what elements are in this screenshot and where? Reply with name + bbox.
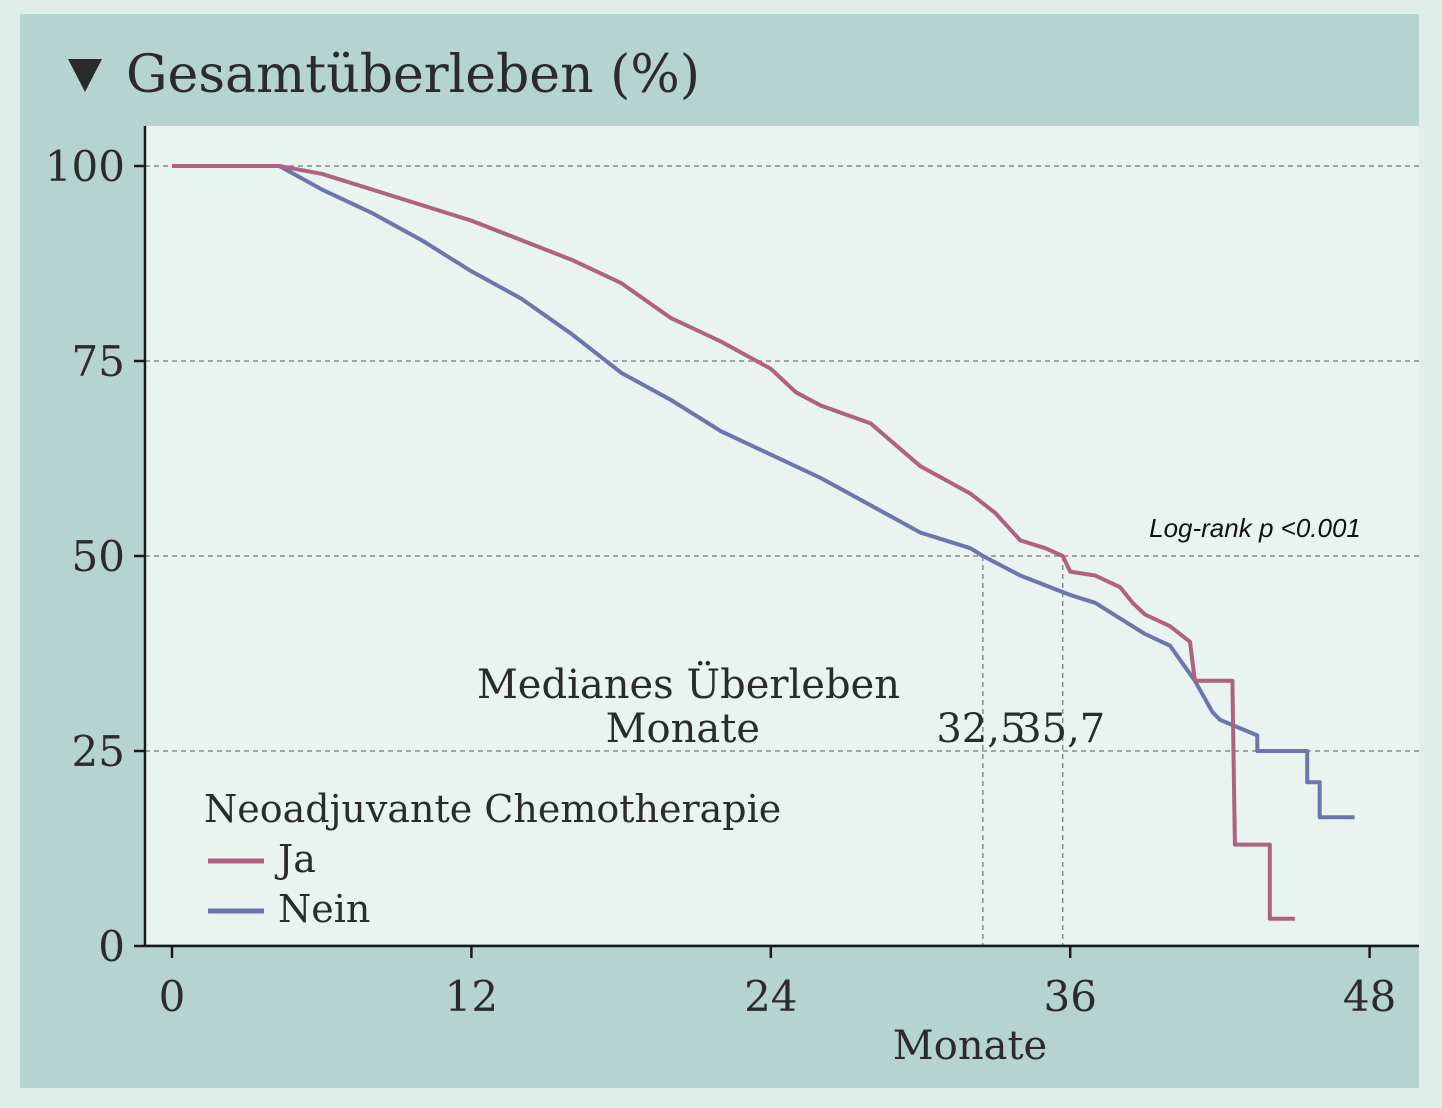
legend-title: Neoadjuvante Chemotherapie [204,787,781,831]
median-value-ja: 35,7 [1016,706,1105,752]
chart: Gesamtüberleben (%) 0 12 24 36 48 0 25 50 75 100… [20,14,1419,1069]
legend-label-nein: Nein [278,887,370,931]
triangle-down-icon [68,59,102,92]
series-group [172,164,1355,921]
median-lines [982,556,1064,946]
x-tick-label-24: 24 [744,972,797,1021]
chart-frame: Gesamtüberleben (%) 0 12 24 36 48 0 25 50 75 100… [20,14,1419,1088]
series-line-nein [172,164,1355,820]
x-tick-label-36: 36 [1043,972,1096,1021]
series-line-ja [172,164,1295,921]
chart-title: Gesamtüberleben (%) [126,45,700,105]
y-tick-label-50: 50 [72,532,125,581]
y-ticks: 0 25 50 75 100 [45,142,145,971]
x-tick-label-0: 0 [159,972,186,1021]
title-bar [20,14,1419,126]
median-values: 32,535,7 [936,706,1105,752]
median-label-line-2: Monate [606,706,760,752]
x-axis-label: Monate [893,1023,1047,1069]
median-label-line-1: Medianes Überleben [477,661,900,708]
x-tick-label-12: 12 [445,972,498,1021]
legend-label-ja: Ja [274,837,316,881]
plot-area [145,126,1419,944]
y-tick-label-0: 0 [98,922,125,971]
y-tick-label-25: 25 [72,727,125,776]
legend: Ja Nein [208,837,370,931]
logrank-annotation: Log-rank p <0.001 [1149,513,1361,543]
x-tick-label-48: 48 [1343,972,1396,1021]
y-tick-label-75: 75 [72,337,125,386]
y-tick-label-100: 100 [45,142,125,191]
median-value-nein: 32,5 [936,706,1025,752]
x-ticks: 0 12 24 36 48 [159,946,1396,1021]
